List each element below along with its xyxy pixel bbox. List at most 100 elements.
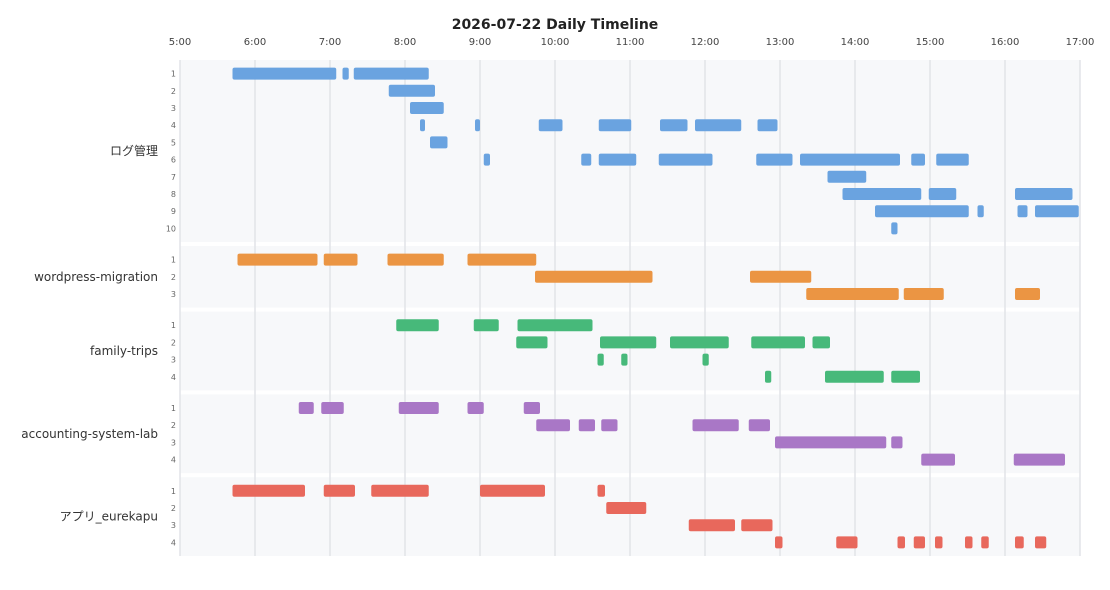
timeline-bar — [396, 319, 439, 332]
timeline-bar — [827, 170, 867, 183]
x-tick-label: 17:00 — [1066, 37, 1095, 48]
row-label: 2 — [171, 421, 176, 430]
timeline-bar — [371, 484, 429, 497]
timeline-bar — [750, 270, 812, 283]
timeline-bar — [936, 153, 969, 166]
x-tick-label: 6:00 — [244, 37, 266, 48]
timeline-bar — [751, 336, 805, 349]
row-label: 3 — [171, 438, 176, 447]
timeline-bar — [965, 536, 973, 549]
timeline-bar — [765, 370, 772, 383]
timeline-bar — [702, 353, 709, 366]
timeline-bar — [658, 153, 713, 166]
x-axis: 5:00 6:00 7:00 8:00 9:00 10:00 11:00 12:00 13:00… — [169, 37, 1095, 48]
timeline-bar — [842, 188, 922, 200]
timeline-bar — [398, 402, 439, 414]
timeline-bar — [600, 336, 657, 349]
timeline-bar — [775, 536, 783, 549]
timeline-bar — [467, 402, 484, 414]
row-label: 4 — [171, 121, 176, 130]
grid-lines — [179, 60, 1081, 556]
timeline-bar — [741, 519, 773, 532]
x-tick-label: 14:00 — [841, 37, 870, 48]
timeline-bar — [473, 319, 499, 332]
timeline-bar — [232, 484, 305, 497]
row-label: 4 — [171, 538, 176, 547]
timeline-bar — [913, 536, 925, 549]
row-label: 1 — [171, 487, 176, 496]
timeline-bar — [237, 253, 318, 266]
timeline-bar — [670, 336, 729, 349]
timeline-bar — [232, 67, 337, 80]
timeline-bar — [597, 353, 604, 366]
row-label: 7 — [171, 173, 176, 182]
x-tick-label: 11:00 — [616, 37, 645, 48]
timeline-bar — [298, 402, 314, 414]
x-tick-label: 13:00 — [766, 37, 795, 48]
x-tick-label: 5:00 — [169, 37, 191, 48]
x-tick-label: 12:00 — [691, 37, 720, 48]
timeline-bar — [757, 119, 778, 132]
x-tick-label: 8:00 — [394, 37, 416, 48]
timeline-bar — [935, 536, 943, 549]
row-label: 10 — [166, 224, 176, 233]
row-label: 3 — [171, 290, 176, 299]
timeline-bar — [480, 484, 545, 497]
timeline-bar — [800, 153, 900, 166]
timeline-bar — [430, 136, 448, 149]
timeline-bar — [388, 84, 435, 97]
timeline-bar — [911, 153, 925, 166]
row-label: 1 — [171, 70, 176, 79]
row-label: 4 — [171, 373, 176, 382]
row-label: 2 — [171, 273, 176, 282]
timeline-bar — [775, 436, 887, 449]
row-label: 1 — [171, 256, 176, 265]
timeline-bar — [921, 453, 955, 466]
row-label: 2 — [171, 338, 176, 347]
timeline-bar — [323, 253, 358, 266]
timeline-bars — [232, 67, 1079, 549]
timeline-bar — [475, 119, 480, 132]
timeline-bar — [1035, 536, 1047, 549]
timeline-bar — [483, 153, 490, 166]
row-label: 3 — [171, 521, 176, 530]
x-tick-label: 15:00 — [916, 37, 945, 48]
timeline-bar — [1017, 205, 1028, 218]
timeline-bar — [891, 370, 920, 383]
timeline-bar — [597, 484, 605, 497]
row-label: 2 — [171, 504, 176, 513]
timeline-bar — [1015, 288, 1040, 300]
timeline-bar — [601, 419, 618, 432]
row-label: 4 — [171, 456, 176, 465]
timeline-bar — [812, 336, 830, 349]
timeline-bar — [606, 502, 647, 514]
timeline-bar — [695, 119, 742, 132]
timeline-bar — [353, 67, 429, 80]
timeline-bar — [535, 270, 653, 283]
timeline-bar — [621, 353, 628, 366]
x-tick-label: 9:00 — [469, 37, 491, 48]
row-label: 3 — [171, 104, 176, 113]
timeline-bar — [598, 153, 637, 166]
group-label: family-trips — [90, 344, 158, 358]
row-label: 3 — [171, 356, 176, 365]
timeline-bar — [578, 419, 595, 432]
timeline-bar — [598, 119, 632, 132]
timeline-bar — [516, 336, 548, 349]
timeline-bar — [1015, 536, 1024, 549]
timeline-bar — [836, 536, 858, 549]
timeline-bar — [692, 419, 739, 432]
timeline-bar — [806, 288, 899, 300]
timeline-bar — [467, 253, 537, 266]
row-label: 1 — [171, 321, 176, 330]
timeline-bar — [1035, 205, 1079, 218]
row-label: 1 — [171, 404, 176, 413]
x-tick-label: 7:00 — [319, 37, 341, 48]
timeline-bar — [538, 119, 563, 132]
row-label: 8 — [171, 190, 176, 199]
timeline-bar — [420, 119, 425, 132]
x-tick-label: 16:00 — [991, 37, 1020, 48]
timeline-bar — [321, 402, 344, 414]
timeline-bar — [891, 222, 898, 235]
